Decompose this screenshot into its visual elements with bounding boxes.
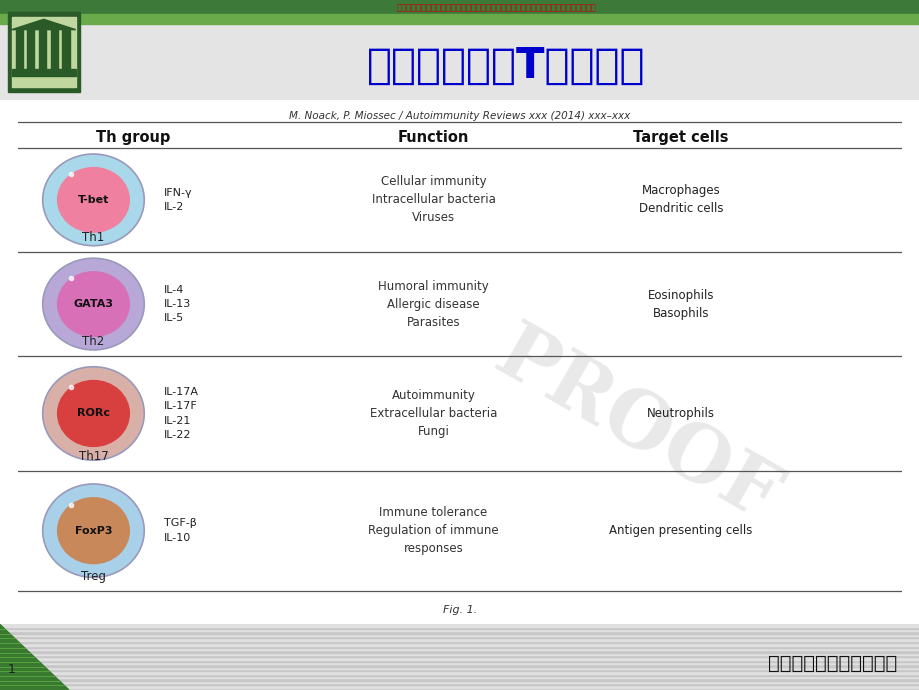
Bar bbox=[0, 650, 919, 653]
Ellipse shape bbox=[42, 484, 144, 578]
Ellipse shape bbox=[42, 258, 144, 350]
Ellipse shape bbox=[57, 271, 130, 337]
Text: M. Noack, P. Miossec / Autoimmunity Reviews xxx (2014) xxx–xxx: M. Noack, P. Miossec / Autoimmunity Revi… bbox=[289, 111, 630, 121]
Text: 此课件仅供参考，不能作为科学依据，请勿推崇，如有不妥之处，请联系网站或本人删除。: 此课件仅供参考，不能作为科学依据，请勿推崇，如有不妥之处，请联系网站或本人删除。 bbox=[396, 3, 596, 12]
Bar bbox=[0, 636, 919, 638]
Text: 北京协和医院风湿免疫科: 北京协和医院风湿免疫科 bbox=[767, 654, 896, 673]
Text: Autoimmunity
Extracellular bacteria
Fungi: Autoimmunity Extracellular bacteria Fung… bbox=[369, 389, 496, 438]
Text: Neutrophils: Neutrophils bbox=[646, 407, 714, 420]
Bar bbox=[0, 643, 919, 646]
Bar bbox=[0, 634, 919, 636]
Text: IL-4
IL-13
IL-5: IL-4 IL-13 IL-5 bbox=[164, 285, 191, 324]
Bar bbox=[0, 648, 919, 650]
Bar bbox=[0, 660, 919, 662]
Text: Fig. 1.: Fig. 1. bbox=[442, 605, 477, 615]
Bar bbox=[0, 673, 919, 676]
Bar bbox=[0, 638, 919, 641]
Bar bbox=[0, 646, 919, 648]
Bar bbox=[0, 657, 919, 660]
Text: GATA3: GATA3 bbox=[74, 299, 113, 309]
Polygon shape bbox=[12, 19, 75, 30]
Text: Th2: Th2 bbox=[83, 335, 105, 348]
Bar bbox=[0, 631, 919, 634]
Bar bbox=[0, 655, 919, 657]
Bar bbox=[16, 30, 23, 71]
Bar bbox=[0, 629, 919, 631]
Ellipse shape bbox=[42, 367, 144, 460]
Bar bbox=[0, 678, 919, 680]
Bar bbox=[0, 641, 919, 643]
Text: TGF-β
IL-10: TGF-β IL-10 bbox=[164, 518, 197, 543]
Bar bbox=[39, 30, 46, 71]
Text: PROOF: PROOF bbox=[482, 315, 790, 538]
Polygon shape bbox=[0, 624, 69, 690]
Text: Immune tolerance
Regulation of immune
responses: Immune tolerance Regulation of immune re… bbox=[368, 506, 498, 555]
Bar bbox=[0, 676, 919, 678]
Text: Humoral immunity
Allergic disease
Parasites: Humoral immunity Allergic disease Parasi… bbox=[378, 279, 488, 328]
Bar bbox=[62, 30, 70, 71]
Text: 1: 1 bbox=[7, 662, 16, 676]
Ellipse shape bbox=[57, 167, 130, 233]
Bar bbox=[12, 70, 75, 77]
Text: T-bet: T-bet bbox=[78, 195, 109, 205]
Bar bbox=[0, 627, 919, 629]
Text: Function: Function bbox=[397, 130, 469, 144]
Bar bbox=[12, 17, 75, 88]
Bar bbox=[0, 653, 919, 655]
Text: Antigen presenting cells: Antigen presenting cells bbox=[608, 524, 752, 538]
Text: Treg: Treg bbox=[81, 570, 106, 583]
Bar bbox=[0, 688, 919, 690]
Ellipse shape bbox=[57, 380, 130, 447]
Bar bbox=[0, 0, 919, 14]
Ellipse shape bbox=[42, 154, 144, 246]
Bar bbox=[28, 30, 34, 71]
Text: Target cells: Target cells bbox=[632, 130, 728, 144]
Bar bbox=[0, 680, 919, 683]
Bar bbox=[0, 685, 919, 688]
Bar bbox=[0, 664, 919, 667]
Text: Eosinophils
Basophils: Eosinophils Basophils bbox=[647, 288, 713, 319]
Text: IL-17A
IL-17F
IL-21
IL-22: IL-17A IL-17F IL-21 IL-22 bbox=[164, 387, 199, 440]
Text: FoxP3: FoxP3 bbox=[74, 526, 112, 535]
Bar bbox=[0, 667, 919, 669]
Text: Th1: Th1 bbox=[83, 231, 105, 244]
Text: 类风湿关节炎T细胞分化: 类风湿关节炎T细胞分化 bbox=[367, 45, 644, 87]
Text: Cellular immunity
Intracellular bacteria
Viruses: Cellular immunity Intracellular bacteria… bbox=[371, 175, 495, 224]
Bar bbox=[0, 662, 919, 664]
Text: Macrophages
Dendritic cells: Macrophages Dendritic cells bbox=[638, 184, 722, 215]
Ellipse shape bbox=[57, 497, 130, 564]
Text: IFN-γ
IL-2: IFN-γ IL-2 bbox=[164, 188, 193, 212]
Bar bbox=[0, 669, 919, 671]
Bar bbox=[0, 683, 919, 685]
Bar bbox=[51, 30, 58, 71]
Text: Th17: Th17 bbox=[78, 450, 108, 463]
Bar bbox=[0, 14, 919, 24]
Text: Th group: Th group bbox=[96, 130, 170, 144]
Bar bbox=[0, 671, 919, 673]
Text: RORc: RORc bbox=[77, 408, 110, 418]
Bar bbox=[0, 624, 919, 627]
